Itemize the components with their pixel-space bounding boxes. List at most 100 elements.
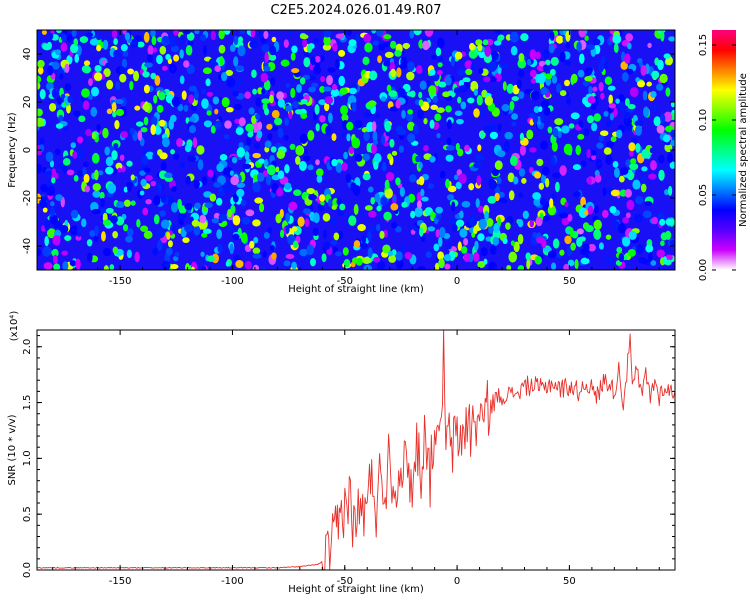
heatmap-cell: [72, 150, 78, 159]
heatmap-cell: [75, 235, 82, 241]
heatmap-cell: [209, 193, 217, 202]
heatmap-cell: [518, 69, 525, 78]
heatmap-cell: [444, 76, 452, 86]
heatmap-cell: [291, 261, 297, 270]
heatmap-cell: [386, 84, 392, 93]
heatmap-cell: [554, 118, 564, 126]
heatmap-cell: [353, 240, 361, 249]
heatmap-cell: [640, 183, 647, 193]
heatmap-cell: [357, 224, 366, 232]
heatmap-cell: [549, 31, 555, 41]
heatmap-cell: [363, 33, 372, 43]
heatmap-cell: [492, 236, 499, 246]
heatmap-cell: [575, 145, 582, 156]
heatmap-cell: [635, 143, 641, 153]
heatmap-cell: [398, 145, 404, 153]
heatmap-cell: [587, 96, 596, 104]
heatmap-cell: [601, 55, 606, 65]
heatmap-cell: [457, 241, 462, 252]
figure-title: C2E5.2024.026.01.49.R07: [270, 3, 441, 18]
heatmap-cell: [236, 147, 246, 158]
heatmap-cell: [331, 204, 337, 210]
heatmap-cell: [459, 210, 464, 219]
heatmap-cell: [554, 181, 560, 193]
heatmap-cell: [632, 179, 641, 190]
heatmap-cell: [462, 77, 471, 83]
heatmap-cell: [111, 102, 117, 113]
heatmap-cell: [368, 186, 374, 193]
heatmap-cell: [373, 161, 379, 170]
heatmap-panel: -150 -100 -50 0 50 -40 -20 0 20 40 Height of stra…: [7, 29, 676, 295]
heatmap-cell: [139, 170, 146, 176]
heatmap-cell: [269, 45, 277, 56]
heatmap-cell: [469, 42, 475, 51]
heatmap-cell: [266, 164, 276, 176]
heatmap-cell: [428, 85, 437, 96]
heatmap-cell: [67, 95, 73, 103]
heatmap-cell: [618, 252, 625, 263]
heatmap-cell: [177, 198, 182, 210]
heatmap-cell: [616, 246, 623, 253]
heatmap-cell: [129, 80, 134, 91]
heatmap-cell: [173, 153, 180, 160]
heatmap-cell: [304, 218, 310, 228]
heatmap-cell: [665, 254, 673, 261]
heatmap-cell: [584, 67, 593, 76]
heatmap-cell: [145, 199, 152, 205]
heatmap-cell: [468, 183, 475, 191]
heatmap-cell: [565, 42, 571, 49]
heatmap-cell: [509, 100, 515, 111]
heatmap-cell: [236, 188, 245, 198]
heatmap-cell: [227, 209, 232, 218]
heatmap-cell: [199, 34, 207, 42]
heatmap-cell: [181, 90, 187, 100]
heatmap-cell: [102, 127, 109, 139]
heatmap-cell: [232, 233, 240, 241]
heatmap-cell: [203, 120, 212, 128]
heatmap-cell: [228, 225, 233, 235]
heatmap-cell: [210, 30, 217, 41]
heatmap-cell: [184, 144, 192, 153]
heatmap-cell: [312, 65, 322, 75]
heatmap-cell: [201, 176, 208, 186]
heatmap-cell: [337, 49, 346, 57]
heatmap-cell: [427, 183, 435, 189]
heatmap-cell: [530, 78, 536, 84]
heatmap-cell: [207, 169, 214, 178]
heatmap-cell: [136, 218, 141, 228]
heatmap-cell: [114, 120, 120, 130]
heatmap-cell: [63, 125, 69, 131]
heatmap-cell: [410, 210, 416, 219]
heatmap-cell: [473, 162, 482, 169]
heatmap-cell: [126, 249, 132, 259]
heatmap-cell: [409, 173, 417, 183]
heatmap-cell: [624, 188, 632, 198]
heatmap-cell: [135, 121, 144, 127]
heatmap-cell: [302, 208, 311, 215]
heatmap-cell: [458, 85, 468, 93]
heatmap-cell: [77, 136, 84, 144]
heatmap-cell: [593, 219, 602, 231]
heatmap-cell: [538, 182, 545, 190]
heatmap-cell: [46, 179, 51, 188]
heatmap-cell: [413, 30, 422, 36]
heatmap-cell: [368, 225, 376, 233]
colorbar-gradient: [712, 30, 736, 270]
colorbar-axes: 0.00 0.05 0.10 0.15: [698, 34, 736, 281]
heatmap-cell: [505, 222, 511, 230]
heatmap-cell: [153, 47, 158, 53]
heatmap-cell: [400, 243, 405, 255]
heatmap-cell: [231, 156, 238, 164]
heatmap-cell: [51, 248, 59, 258]
heatmap-cell: [564, 60, 571, 66]
heatmap-cell: [186, 64, 195, 75]
heatmap-cell: [171, 202, 179, 213]
heatmap-cell: [322, 213, 331, 222]
heatmap-cell: [143, 84, 150, 94]
heatmap-cell: [545, 178, 550, 188]
heatmap-cell: [563, 263, 571, 270]
heatmap-cell: [390, 203, 399, 211]
heatmap-cell: [453, 174, 459, 181]
heatmap-cell: [498, 198, 508, 204]
heatmap-cell: [307, 164, 314, 171]
